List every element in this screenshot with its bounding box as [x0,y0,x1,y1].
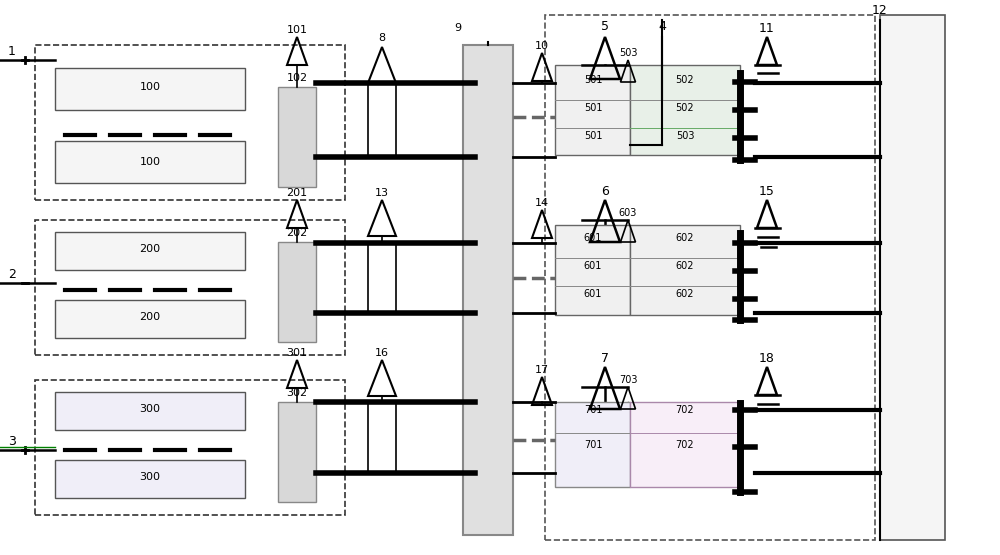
Text: 14: 14 [535,198,549,208]
Text: 12: 12 [872,4,888,17]
FancyBboxPatch shape [278,242,316,342]
FancyBboxPatch shape [555,65,630,155]
Text: 7: 7 [601,352,609,365]
Text: 300: 300 [140,472,160,482]
Text: 601: 601 [584,289,602,299]
Text: 100: 100 [140,157,160,167]
Text: 301: 301 [287,348,308,358]
FancyBboxPatch shape [880,15,945,540]
FancyBboxPatch shape [55,392,245,430]
FancyBboxPatch shape [55,141,245,183]
FancyBboxPatch shape [55,460,245,498]
Text: 201: 201 [286,188,308,198]
Text: 703: 703 [619,375,637,385]
Text: 502: 502 [676,75,694,85]
Text: 501: 501 [584,131,602,141]
FancyBboxPatch shape [55,68,245,110]
Text: 302: 302 [286,388,308,398]
Text: 601: 601 [584,261,602,271]
Text: 200: 200 [139,312,161,322]
Text: 602: 602 [676,233,694,243]
Text: 602: 602 [676,261,694,271]
Text: 15: 15 [759,185,775,198]
Text: 702: 702 [676,440,694,450]
Text: 17: 17 [535,365,549,375]
Text: 503: 503 [619,48,637,58]
FancyBboxPatch shape [630,225,740,315]
FancyBboxPatch shape [55,300,245,338]
FancyBboxPatch shape [555,225,630,315]
FancyBboxPatch shape [55,232,245,270]
Text: 701: 701 [584,440,602,450]
Text: 100: 100 [140,82,160,92]
Text: 18: 18 [759,352,775,365]
Text: 16: 16 [375,348,389,358]
FancyBboxPatch shape [630,402,740,487]
Text: 501: 501 [584,103,602,113]
Text: 9: 9 [454,23,462,33]
Text: 503: 503 [676,131,694,141]
FancyBboxPatch shape [278,402,316,502]
Text: 1: 1 [8,45,16,58]
FancyBboxPatch shape [278,87,316,187]
FancyBboxPatch shape [630,65,740,155]
Text: 702: 702 [676,405,694,415]
Text: 502: 502 [676,103,694,113]
Text: 3: 3 [8,435,16,448]
Text: 603: 603 [619,208,637,218]
Text: 2: 2 [8,268,16,281]
Text: 5: 5 [601,20,609,33]
Text: 200: 200 [139,244,161,254]
FancyBboxPatch shape [463,45,513,535]
Text: 13: 13 [375,188,389,198]
Text: 101: 101 [287,25,308,35]
Text: 11: 11 [759,22,775,35]
Text: 701: 701 [584,405,602,415]
Text: 202: 202 [286,228,308,238]
Text: 10: 10 [535,41,549,51]
Text: 601: 601 [584,233,602,243]
Text: 102: 102 [286,73,308,83]
Text: 4: 4 [658,20,666,33]
Text: 602: 602 [676,289,694,299]
Text: 6: 6 [601,185,609,198]
Text: 300: 300 [140,404,160,414]
Text: 8: 8 [378,33,386,43]
Text: 501: 501 [584,75,602,85]
FancyBboxPatch shape [555,402,630,487]
